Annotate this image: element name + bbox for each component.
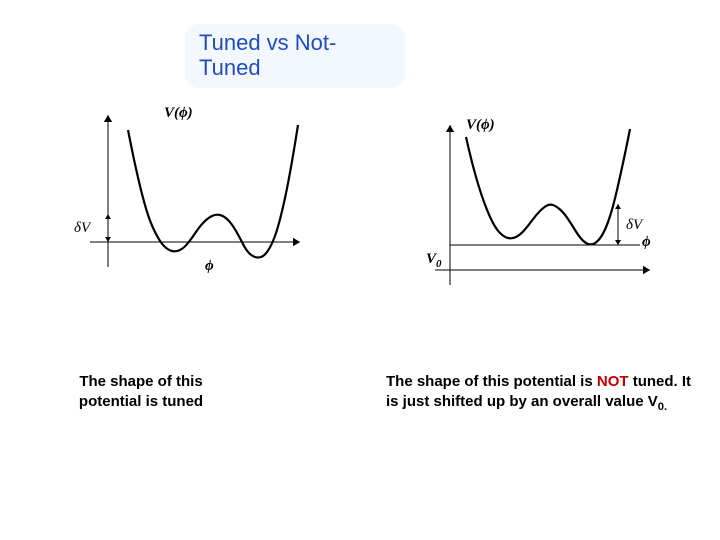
chart-tuned: V(ϕ) ϕ δV <box>50 100 320 320</box>
delta-v-label: δV <box>626 217 644 233</box>
delta-v-label: δV <box>74 220 92 236</box>
y-axis-label: V(ϕ) <box>466 117 495 133</box>
caption-right-not: NOT <box>597 373 629 390</box>
caption-not-tuned: The shape of this potential is NOT tuned… <box>386 372 706 415</box>
x-axis-label: ϕ <box>642 234 651 250</box>
page-title: Tuned vs Not-Tuned <box>199 30 391 81</box>
charts-container: V(ϕ) ϕ δV V(ϕ) ϕ V0 δV <box>0 100 720 330</box>
caption-right-sub: 0. <box>658 401 667 413</box>
v0-label: V0 <box>426 251 442 270</box>
caption-tuned: The shape of this potential is tuned <box>56 372 226 413</box>
chart-not-tuned: V(ϕ) ϕ V0 δV <box>400 115 670 315</box>
x-axis-label: ϕ <box>205 258 214 274</box>
y-axis-label: V(ϕ) <box>164 105 193 121</box>
chart-not-tuned-svg: V(ϕ) ϕ V0 δV <box>400 115 670 315</box>
caption-right-prefix: The shape of this potential is <box>386 373 597 390</box>
title-box: Tuned vs Not-Tuned <box>185 24 405 88</box>
chart-tuned-svg: V(ϕ) ϕ δV <box>50 100 320 320</box>
